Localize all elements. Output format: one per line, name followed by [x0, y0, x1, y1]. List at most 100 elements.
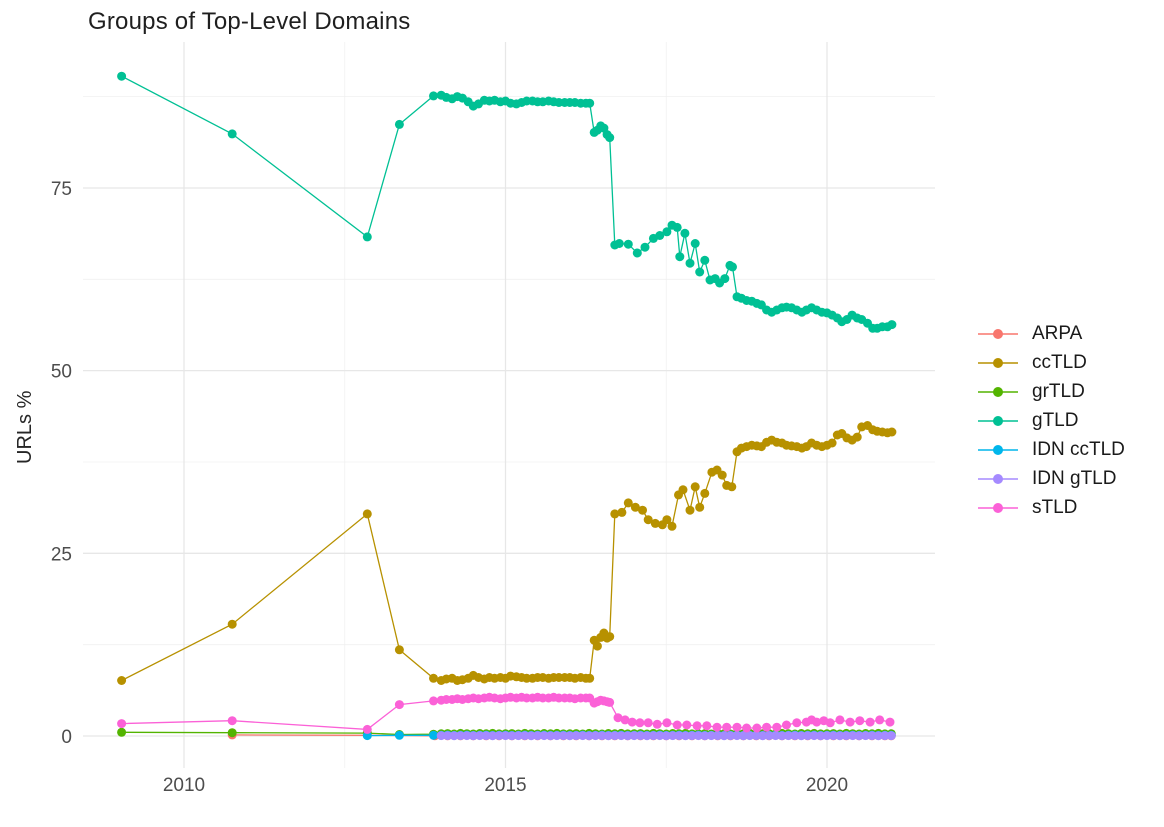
data-point-ccTLD: [638, 505, 647, 515]
data-point-ccTLD: [610, 509, 620, 519]
data-point-sTLD: [702, 721, 712, 731]
data-point-gTLD: [614, 239, 624, 248]
data-point-IDN-gTLD: [848, 731, 858, 741]
data-point-sTLD: [732, 722, 742, 732]
data-point-ccTLD: [630, 502, 640, 512]
data-point-sTLD: [712, 722, 722, 732]
data-point-sTLD: [692, 721, 702, 731]
data-point-ccTLD: [852, 432, 862, 442]
legend-key-icon: [978, 357, 1018, 368]
data-point-ccTLD: [717, 470, 727, 480]
data-point-gTLD: [887, 320, 897, 330]
data-point-ccTLD: [623, 498, 633, 508]
data-point-IDN-gTLD: [436, 731, 446, 741]
legend: ARPA ccTLD grTLD gTLD IDN ccTLD IDN gTLD…: [976, 319, 1125, 522]
data-point-IDN-gTLD: [578, 731, 588, 741]
data-point-ccTLD: [727, 482, 737, 492]
data-point-gTLD: [605, 133, 615, 143]
data-point-gTLD: [685, 258, 695, 268]
data-point-IDN-gTLD: [501, 731, 510, 741]
legend-key-icon: [978, 502, 1018, 513]
data-point-IDN-gTLD: [526, 731, 536, 741]
data-point-IDN-gTLD: [449, 731, 459, 741]
data-point-IDN-gTLD: [790, 731, 800, 741]
data-point-IDN-gTLD: [603, 731, 613, 741]
data-point-IDN-gTLD: [758, 731, 768, 741]
legend-label: ccTLD: [1032, 351, 1087, 373]
data-point-IDN-ccTLD: [362, 731, 372, 741]
data-point-ccTLD: [643, 515, 653, 525]
data-point-IDN-gTLD: [867, 731, 877, 741]
data-point-ccTLD: [695, 502, 705, 512]
data-point-sTLD: [865, 717, 875, 727]
data-point-IDN-gTLD: [674, 731, 684, 741]
data-point-sTLD: [752, 723, 762, 733]
legend-label: gTLD: [1032, 409, 1079, 431]
data-point-ccTLD: [227, 619, 237, 629]
data-point-gTLD: [227, 129, 237, 139]
data-point-ccTLD: [585, 673, 595, 683]
data-point-IDN-gTLD: [835, 731, 845, 741]
data-point-IDN-gTLD: [861, 731, 871, 741]
data-point-IDN-gTLD: [610, 731, 620, 741]
data-point-sTLD: [429, 696, 438, 706]
data-point-IDN-gTLD: [751, 731, 761, 741]
data-point-sTLD: [635, 718, 645, 728]
data-point-ccTLD: [394, 645, 404, 655]
data-point-IDN-gTLD: [494, 731, 504, 741]
y-axis-title: URLs %: [14, 390, 36, 464]
data-point-IDN-gTLD: [828, 731, 838, 741]
data-point-gTLD: [662, 227, 672, 237]
data-point-ccTLD: [650, 518, 660, 528]
data-point-ccTLD: [667, 521, 677, 531]
y-tick-label: 75: [51, 179, 72, 200]
data-point-IDN-gTLD: [558, 731, 568, 741]
data-point-IDN-gTLD: [655, 731, 665, 741]
data-point-IDN-gTLD: [816, 731, 826, 741]
data-point-sTLD: [643, 718, 653, 728]
data-point-IDN-gTLD: [726, 731, 735, 741]
data-point-ccTLD: [362, 509, 372, 519]
data-point-sTLD: [652, 719, 662, 729]
data-point-IDN-gTLD: [886, 731, 896, 741]
data-point-sTLD: [682, 720, 692, 730]
data-point-gTLD: [728, 262, 737, 272]
legend-item-stld: sTLD: [976, 493, 1125, 522]
data-point-ccTLD: [678, 485, 688, 495]
data-point-IDN-gTLD: [539, 731, 549, 741]
data-point-IDN-gTLD: [854, 731, 864, 741]
data-point-IDN-gTLD: [764, 731, 774, 741]
data-point-sTLD: [627, 717, 637, 727]
legend-key-icon: [978, 386, 1018, 397]
data-point-IDN-gTLD: [520, 731, 530, 741]
data-point-IDN-gTLD: [841, 731, 851, 741]
legend-label: grTLD: [1032, 380, 1085, 402]
data-point-IDN-gTLD: [713, 731, 723, 741]
data-point-ccTLD: [690, 482, 700, 492]
data-point-IDN-gTLD: [636, 731, 645, 741]
data-point-IDN-gTLD: [706, 731, 716, 741]
data-point-ccTLD: [117, 676, 127, 685]
data-point-sTLD: [772, 722, 782, 732]
data-point-gTLD: [117, 71, 127, 81]
data-point-IDN-gTLD: [462, 731, 472, 741]
data-point-ccTLD: [592, 641, 602, 651]
data-point-IDN-gTLD: [880, 731, 890, 741]
data-point-sTLD: [362, 724, 372, 734]
data-point-IDN-gTLD: [513, 731, 523, 741]
data-point-gTLD: [362, 232, 372, 242]
data-point-gTLD: [720, 274, 730, 284]
data-point-sTLD: [394, 700, 404, 710]
data-point-sTLD: [662, 718, 672, 728]
data-point-gTLD: [655, 231, 665, 240]
data-point-IDN-gTLD: [777, 731, 787, 741]
data-point-sTLD: [855, 716, 865, 726]
x-tick-label: 2010: [163, 775, 205, 796]
data-point-IDN-gTLD: [507, 731, 517, 741]
data-point-IDN-gTLD: [738, 731, 748, 741]
data-point-gTLD: [394, 119, 404, 129]
data-point-gTLD: [640, 242, 650, 252]
data-point-IDN-gTLD: [661, 731, 671, 741]
chart-title: Groups of Top-Level Domains: [88, 8, 411, 35]
data-point-IDN-gTLD: [873, 731, 883, 741]
